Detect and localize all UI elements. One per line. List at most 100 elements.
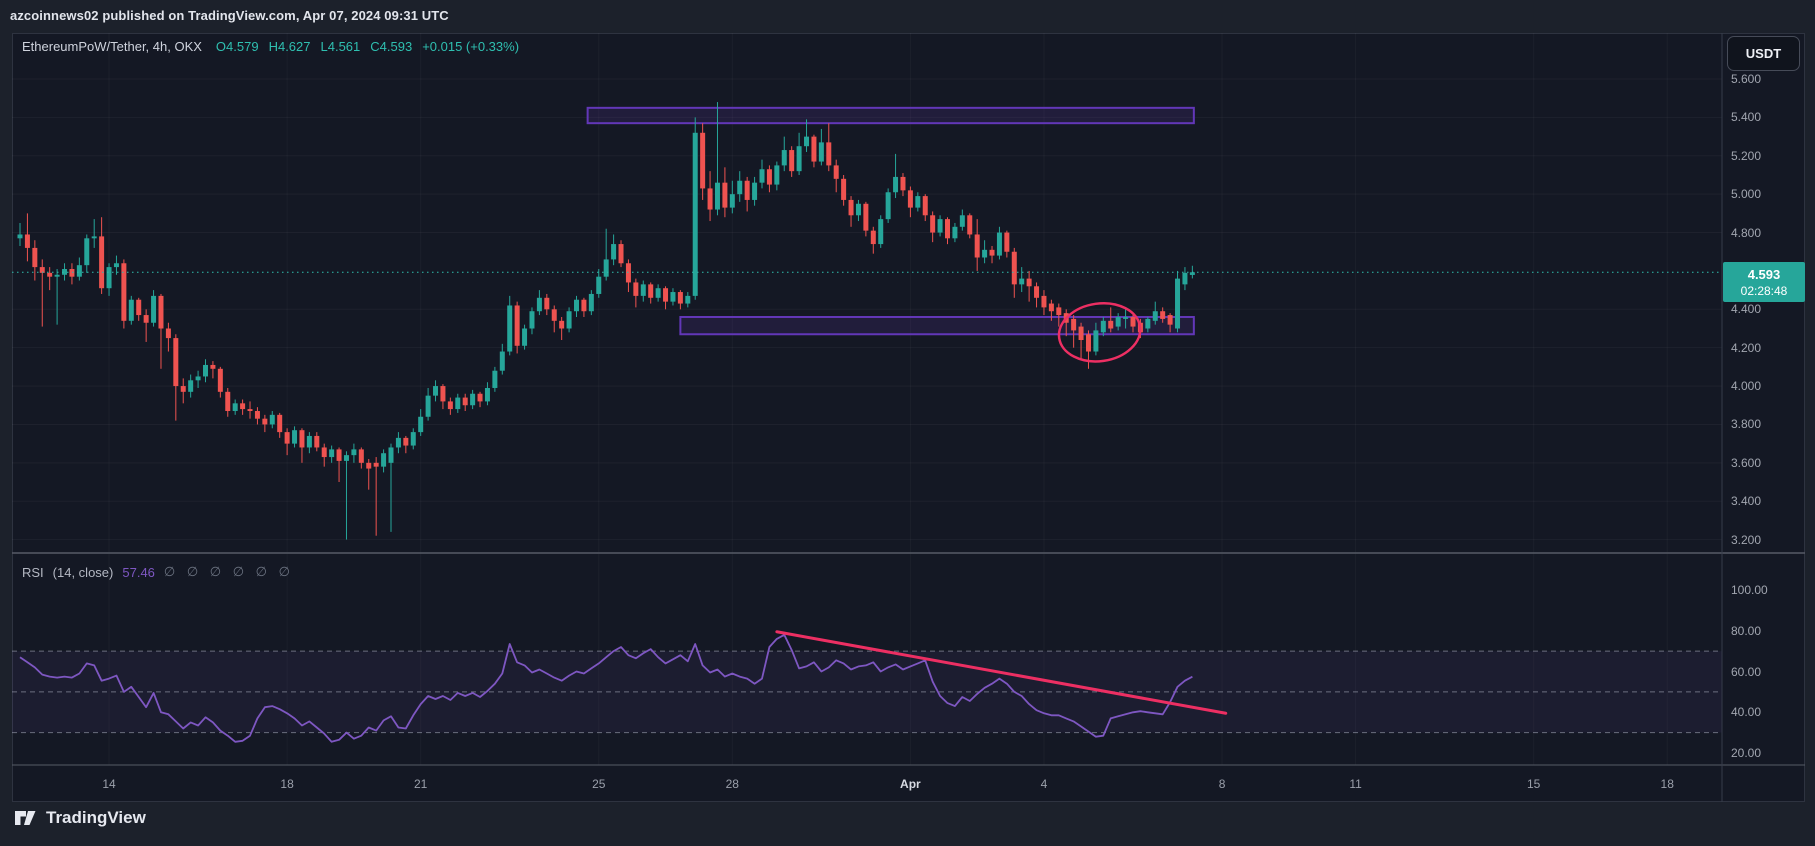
candle-body xyxy=(818,142,824,162)
last-price-badge: 4.593 02:28:48 xyxy=(1723,262,1805,302)
candle-body xyxy=(989,249,995,256)
candle-body xyxy=(781,150,787,166)
candle-body xyxy=(24,234,30,248)
symbol-title: EthereumPoW/Tether, 4h, OKX xyxy=(22,39,202,54)
candle-body xyxy=(544,297,550,310)
candle-body xyxy=(677,292,683,304)
price-axis-label: 5.600 xyxy=(1731,72,1762,87)
candle-body xyxy=(1011,251,1017,285)
currency-toggle-button[interactable]: USDT xyxy=(1727,36,1800,71)
candle-body xyxy=(893,176,899,193)
tradingview-logo-icon xyxy=(15,811,36,825)
price-axis-label: 3.400 xyxy=(1731,494,1762,509)
candle-body xyxy=(722,182,728,208)
change-value: +0.015 (+0.33%) xyxy=(422,39,520,54)
candle-body xyxy=(789,150,795,172)
open-value: O4.579 xyxy=(215,39,259,54)
candle-body xyxy=(640,284,646,296)
candle-body xyxy=(1019,278,1025,285)
candle-body xyxy=(84,238,90,266)
candle-body xyxy=(180,386,186,392)
price-axis-label: 3.200 xyxy=(1731,532,1762,547)
candle-body xyxy=(106,267,112,289)
candle-body xyxy=(470,393,476,406)
candle-body xyxy=(1100,320,1106,333)
candle-body xyxy=(113,263,119,268)
candle-body xyxy=(76,265,82,277)
candle-body xyxy=(974,234,980,258)
candle-body xyxy=(1056,307,1062,316)
candle-body xyxy=(225,391,231,412)
candle-body xyxy=(247,409,253,412)
candle-body xyxy=(314,435,320,448)
candle-body xyxy=(477,393,483,402)
candle-body xyxy=(811,136,817,162)
candle-body xyxy=(603,259,609,277)
candle-body xyxy=(299,430,305,448)
time-axis-label: 18 xyxy=(1660,777,1674,791)
candle-body xyxy=(1130,316,1136,327)
candle-body xyxy=(381,453,387,467)
chart-frame[interactable] xyxy=(12,33,1805,802)
rsi-line xyxy=(19,633,1193,743)
price-axis-label: 3.600 xyxy=(1731,455,1762,470)
currency-toggle-label: USDT xyxy=(1745,46,1782,61)
candle-body xyxy=(826,142,832,166)
candle-body xyxy=(729,194,735,208)
resistance-zone[interactable] xyxy=(586,106,1195,125)
candle-body xyxy=(670,292,676,302)
candle-body xyxy=(1078,326,1084,341)
candle-body xyxy=(499,351,505,371)
rsi-axis-label: 20.00 xyxy=(1731,746,1762,760)
candle-body xyxy=(937,219,943,233)
candle-body xyxy=(625,263,631,283)
candle-body xyxy=(996,232,1002,256)
candle-body xyxy=(507,305,513,352)
candle-body xyxy=(232,403,238,412)
high-value: H4.627 xyxy=(268,39,311,54)
candle-body xyxy=(188,380,194,392)
rsi-params: (14, close) xyxy=(52,564,114,580)
time-axis-label: 8 xyxy=(1218,777,1226,791)
candle-body xyxy=(959,215,965,227)
tradingview-footer[interactable]: TradingView xyxy=(12,806,146,830)
candle-body xyxy=(1071,318,1077,331)
breakdown-circle-annotation[interactable] xyxy=(1055,298,1144,366)
candle-body xyxy=(804,136,810,147)
candle-body xyxy=(833,165,839,179)
candle-body xyxy=(841,178,847,200)
candle-body xyxy=(418,416,424,433)
symbol-legend: EthereumPoW/Tether, 4h, OKX O4.579 H4.62… xyxy=(22,39,519,54)
candle-body xyxy=(633,282,639,296)
candle-body xyxy=(254,411,260,419)
time-axis-label: 18 xyxy=(280,777,294,791)
close-value: C4.593 xyxy=(370,39,413,54)
candle-body xyxy=(1152,311,1158,321)
candle-body xyxy=(1167,315,1173,325)
candle-body xyxy=(737,180,743,195)
time-axis-label: 21 xyxy=(413,777,428,791)
candle-body xyxy=(1085,334,1091,352)
time-axis-label: 14 xyxy=(102,777,116,791)
candle-body xyxy=(240,403,246,410)
candle-body xyxy=(143,315,149,323)
candle-body xyxy=(1145,318,1151,329)
candle-body xyxy=(284,432,290,444)
candle-body xyxy=(559,320,565,329)
candle-body xyxy=(1004,232,1010,252)
candle-body xyxy=(173,338,179,387)
candle-body xyxy=(700,132,706,189)
candle-body xyxy=(982,249,988,258)
candle-body xyxy=(336,449,342,461)
candle-body xyxy=(766,169,772,185)
rsi-current-value: 57.46 xyxy=(122,564,155,580)
candle-body xyxy=(1093,330,1099,352)
candle-body xyxy=(596,276,602,294)
rsi-trendline-annotation[interactable] xyxy=(775,630,1228,715)
candle-body xyxy=(1175,278,1181,329)
candle-body xyxy=(692,132,698,296)
candle-body xyxy=(930,215,936,233)
tradingview-brand-text: TradingView xyxy=(46,808,146,827)
candle-body xyxy=(1034,286,1040,298)
